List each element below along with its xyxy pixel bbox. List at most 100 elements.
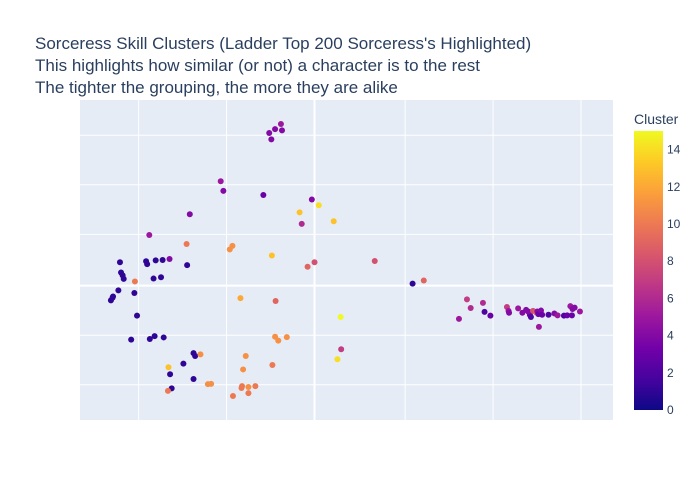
data-point xyxy=(266,129,273,136)
data-point xyxy=(283,334,290,341)
data-point xyxy=(166,256,173,263)
data-point xyxy=(164,387,171,394)
data-point xyxy=(420,277,427,284)
data-point xyxy=(116,259,123,266)
data-point xyxy=(128,336,135,343)
data-point xyxy=(571,304,578,311)
data-point xyxy=(146,336,153,343)
data-point xyxy=(260,192,267,199)
data-point xyxy=(467,305,474,311)
data-point xyxy=(146,232,153,239)
data-point xyxy=(545,311,552,318)
data-point xyxy=(159,257,166,263)
colorbar-tick-label: 14 xyxy=(667,143,681,157)
data-point xyxy=(576,308,583,315)
data-point xyxy=(160,334,167,341)
data-point xyxy=(371,257,378,264)
colorbar-tick-label: 4 xyxy=(667,329,674,343)
data-point xyxy=(220,187,227,194)
data-point xyxy=(192,353,199,359)
chart-subtitle-line-1: This highlights how similar (or not) a c… xyxy=(35,56,481,75)
data-point xyxy=(245,390,252,397)
chart-subtitle-line-2: The tighter the grouping, the more they … xyxy=(35,78,398,97)
data-point xyxy=(311,259,318,266)
data-point xyxy=(277,121,284,127)
data-point xyxy=(315,202,322,209)
data-point xyxy=(455,315,462,322)
grid-lines xyxy=(80,100,613,420)
data-point xyxy=(506,309,513,316)
data-point xyxy=(554,312,561,319)
data-point xyxy=(229,393,236,399)
data-point xyxy=(337,313,344,320)
data-point xyxy=(568,312,575,319)
data-point xyxy=(120,275,127,282)
data-point xyxy=(298,220,305,227)
data-point xyxy=(308,196,315,203)
data-point xyxy=(268,252,275,259)
data-point xyxy=(296,209,303,216)
data-point xyxy=(134,312,141,319)
data-point xyxy=(131,289,138,296)
data-point xyxy=(240,366,247,373)
data-point xyxy=(527,313,534,320)
data-point xyxy=(109,294,116,301)
data-point xyxy=(515,305,522,312)
data-point xyxy=(151,333,158,340)
data-point xyxy=(208,380,215,387)
data-point xyxy=(245,384,252,391)
colorbar-tick-label: 0 xyxy=(667,403,674,417)
colorbar-title: Cluster xyxy=(634,111,679,127)
data-point xyxy=(330,218,337,225)
colorbar-tick-label: 8 xyxy=(667,254,674,268)
data-point xyxy=(237,295,244,302)
colorbar-tick-label: 12 xyxy=(667,180,681,194)
colorbar-tick-label: 10 xyxy=(667,217,681,231)
data-point xyxy=(184,262,191,269)
data-point xyxy=(150,275,157,282)
data-point xyxy=(186,211,193,218)
data-point xyxy=(167,371,174,378)
data-point xyxy=(272,126,279,133)
data-point xyxy=(525,308,532,315)
data-point xyxy=(275,337,282,344)
data-point xyxy=(242,353,249,359)
data-point xyxy=(183,241,190,247)
data-point xyxy=(279,127,286,134)
data-point xyxy=(338,346,345,353)
colorbar-gradient xyxy=(634,131,663,410)
data-point xyxy=(487,312,494,319)
chart-title: Sorceress Skill Clusters (Ladder Top 200… xyxy=(35,34,532,53)
data-point xyxy=(115,287,122,294)
data-point xyxy=(564,312,571,319)
data-point xyxy=(252,383,259,390)
data-point xyxy=(268,136,275,143)
data-point xyxy=(217,178,224,185)
data-point xyxy=(131,278,138,285)
data-point xyxy=(158,274,165,281)
data-point xyxy=(144,261,151,268)
data-point xyxy=(334,356,341,363)
colorbar-tick-label: 6 xyxy=(667,291,674,305)
data-point xyxy=(269,361,276,368)
data-point xyxy=(272,297,279,304)
data-point xyxy=(409,280,416,287)
data-point xyxy=(539,311,546,318)
data-point xyxy=(180,360,187,367)
data-point xyxy=(190,376,197,383)
data-point xyxy=(535,323,542,330)
data-point xyxy=(304,263,311,270)
colorbar: Cluster 0 2 4 6 8 10 12 14 xyxy=(634,111,681,417)
data-point xyxy=(479,299,486,306)
colorbar-ticks: 0 2 4 6 8 10 12 14 xyxy=(667,143,681,417)
data-point xyxy=(226,246,233,253)
data-point xyxy=(481,308,488,315)
data-point xyxy=(197,351,204,358)
colorbar-tick-label: 2 xyxy=(667,366,674,380)
data-point xyxy=(165,364,172,371)
data-point xyxy=(463,296,470,303)
data-points xyxy=(107,121,583,399)
data-point xyxy=(239,383,246,390)
data-point xyxy=(152,257,159,264)
